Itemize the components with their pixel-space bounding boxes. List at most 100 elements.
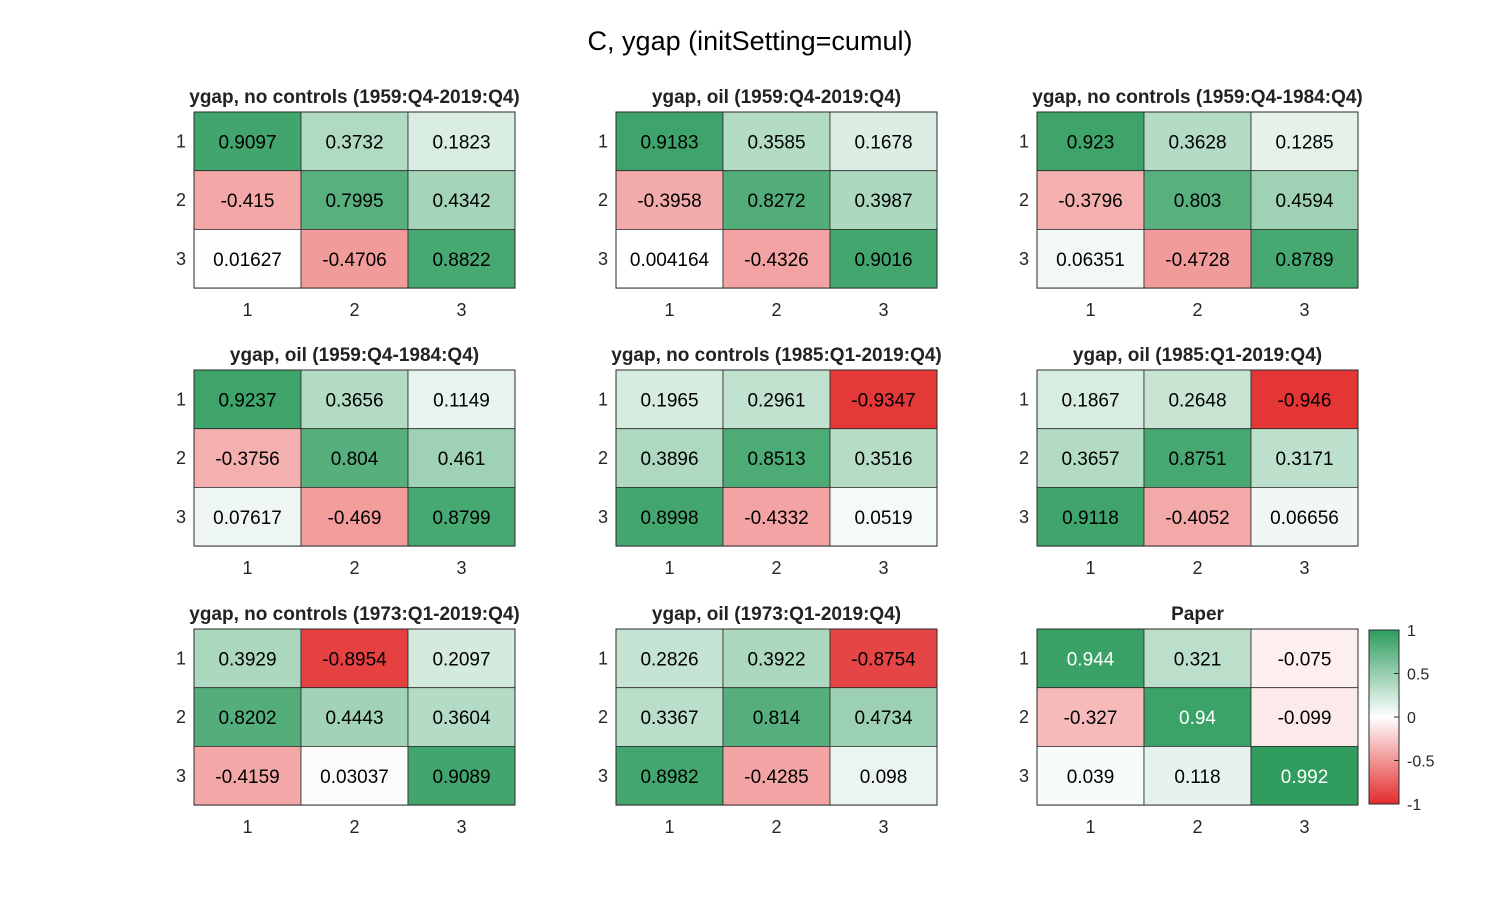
heatmap-panel: ygap, oil (1959:Q4-1984:Q4) 0.9237 0.3656 0… <box>176 345 516 578</box>
y-tick-label: 3 <box>598 766 608 786</box>
panel-frame <box>1036 369 1359 547</box>
cell-value-label: 0.1149 <box>433 390 490 411</box>
panel-frame <box>1036 111 1359 289</box>
heatmap-cell <box>1036 228 1145 289</box>
cell-value-label: 0.3896 <box>640 449 698 470</box>
y-tick-label: 3 <box>176 249 186 269</box>
x-tick-label: 3 <box>878 300 888 320</box>
y-tick-label: 2 <box>598 448 608 468</box>
cell-value-label: 0.992 <box>1281 767 1329 788</box>
panel-frame <box>193 369 516 547</box>
cell-value-label: 0.9118 <box>1062 508 1119 529</box>
y-tick-label: 3 <box>176 766 186 786</box>
x-tick-label: 2 <box>349 817 359 837</box>
cell-value-label: 0.4734 <box>854 708 913 729</box>
heatmap-panel: Paper 0.944 0.321 -0.075 -0.327 0.94 -0.099 0.0… <box>1019 604 1359 837</box>
cell-value-label: -0.4159 <box>215 767 279 788</box>
heatmap-cell <box>615 170 724 230</box>
y-tick-label: 1 <box>176 389 186 409</box>
cell-value-label: 0.1678 <box>854 132 912 153</box>
cell-value-label: 0.4443 <box>325 708 383 729</box>
x-tick-label: 2 <box>349 300 359 320</box>
cell-value-label: -0.4326 <box>744 250 808 271</box>
x-tick-label: 1 <box>242 300 252 320</box>
heatmap-panel: ygap, no controls (1959:Q4-1984:Q4) 0.923… <box>1019 87 1363 320</box>
heatmap-cell <box>615 746 724 806</box>
cell-value-label: 0.2826 <box>640 649 698 670</box>
x-tick-label: 1 <box>664 558 674 578</box>
y-tick-label: 1 <box>1019 648 1029 668</box>
x-tick-label: 1 <box>1085 558 1095 578</box>
panel-title: ygap, oil (1985:Q1-2019:Q4) <box>1073 345 1322 366</box>
cell-value-label: -0.415 <box>221 191 275 212</box>
y-tick-label: 2 <box>176 707 186 727</box>
cell-value-label: 0.098 <box>860 767 908 788</box>
heatmap-cell <box>722 628 831 689</box>
x-tick-label: 2 <box>1192 558 1202 578</box>
x-tick-label: 1 <box>664 817 674 837</box>
y-tick-label: 1 <box>598 389 608 409</box>
panel-frame <box>193 628 516 806</box>
heatmap-panel: ygap, no controls (1985:Q1-2019:Q4) 0.196… <box>598 345 942 578</box>
cell-value-label: 0.8272 <box>747 191 805 212</box>
cell-value-label: 0.07617 <box>213 508 282 529</box>
heatmap-cell <box>615 228 724 289</box>
y-tick-label: 2 <box>598 707 608 727</box>
cell-value-label: 0.3585 <box>747 132 805 153</box>
heatmap-cell <box>300 746 409 806</box>
y-tick-label: 2 <box>598 190 608 210</box>
y-tick-label: 3 <box>1019 249 1029 269</box>
heatmap-cell <box>407 628 516 689</box>
heatmap-cell <box>1036 170 1145 230</box>
heatmap-cell <box>1143 170 1252 230</box>
colorbar-tick-label: -1 <box>1407 797 1421 814</box>
cell-value-label: 0.0519 <box>854 508 912 529</box>
colorbar-tick-label: -0.5 <box>1407 754 1435 771</box>
y-tick-label: 1 <box>598 648 608 668</box>
cell-value-label: 0.118 <box>1174 767 1220 788</box>
heatmap-cell <box>1250 746 1359 806</box>
cell-value-label: -0.4052 <box>1165 508 1229 529</box>
cell-value-label: 0.3516 <box>854 449 912 470</box>
panel-title: ygap, oil (1959:Q4-1984:Q4) <box>230 345 479 366</box>
y-tick-label: 2 <box>176 448 186 468</box>
cell-value-label: 0.4594 <box>1275 191 1334 212</box>
heatmap-cell <box>1143 111 1252 172</box>
y-tick-label: 3 <box>598 249 608 269</box>
heatmap-cell <box>1036 111 1145 172</box>
cell-value-label: 0.944 <box>1067 649 1115 670</box>
cell-value-label: -0.946 <box>1278 390 1332 411</box>
x-tick-label: 3 <box>1299 558 1309 578</box>
heatmap-cell <box>1143 746 1252 806</box>
y-tick-label: 2 <box>176 190 186 210</box>
heatmap-cell <box>722 687 831 747</box>
cell-value-label: 0.923 <box>1067 132 1115 153</box>
colorbar: 1 0.5 0 -0.5 -1 <box>1368 623 1435 814</box>
cell-value-label: 0.8789 <box>1275 250 1333 271</box>
heatmap-cell <box>1143 428 1252 488</box>
cell-value-label: 0.1867 <box>1061 390 1119 411</box>
x-tick-label: 3 <box>1299 300 1309 320</box>
cell-value-label: 0.803 <box>1174 191 1222 212</box>
panel-title: ygap, no controls (1985:Q1-2019:Q4) <box>611 345 942 366</box>
cell-value-label: 0.06351 <box>1056 250 1125 271</box>
heatmap-cell <box>1250 170 1359 230</box>
heatmap-cell <box>722 228 831 289</box>
panel-frame <box>1036 628 1359 806</box>
cell-value-label: 0.8998 <box>640 508 698 529</box>
heatmap-cell <box>1036 628 1145 689</box>
cell-value-label: 0.94 <box>1179 708 1216 729</box>
panel-title: ygap, no controls (1973:Q1-2019:Q4) <box>189 604 520 625</box>
heatmap-cell <box>193 111 302 172</box>
heatmap-panel: ygap, oil (1973:Q1-2019:Q4) 0.2826 0.3922 -… <box>598 604 938 837</box>
figure-title: C, ygap (initSetting=cumul) <box>588 26 913 56</box>
cell-value-label: 0.8513 <box>747 449 805 470</box>
cell-value-label: 0.8982 <box>640 767 698 788</box>
cell-value-label: -0.4285 <box>744 767 808 788</box>
cell-value-label: 0.01627 <box>213 250 282 271</box>
cell-value-label: -0.327 <box>1064 708 1118 729</box>
heatmap-cell <box>300 486 409 547</box>
panels-grid: ygap, no controls (1959:Q4-2019:Q4) 0.909… <box>176 87 1363 837</box>
colorbar-tick-label: 0 <box>1407 710 1416 727</box>
